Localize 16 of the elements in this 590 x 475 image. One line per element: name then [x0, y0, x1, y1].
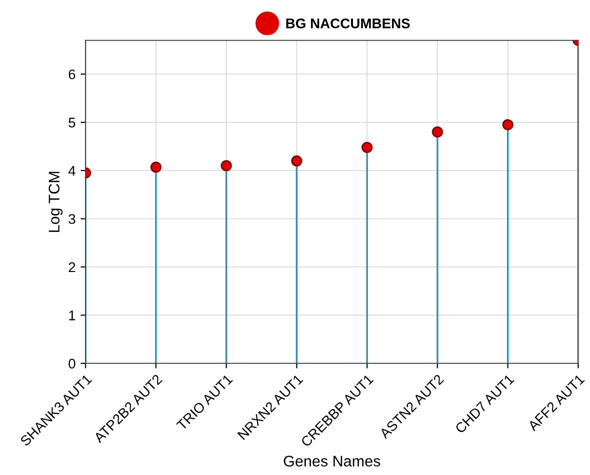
- y-tick-label: 3: [68, 214, 76, 224]
- x-axis-title: Genes Names: [284, 456, 380, 467]
- point: [220, 160, 232, 172]
- y-tick-label: 2: [68, 262, 76, 272]
- y-tick-label: 6: [68, 69, 76, 80]
- point: [432, 126, 443, 138]
- legend-label: BG NACCUMBENS: [286, 18, 410, 28]
- y-tick-label: 4: [68, 166, 76, 176]
- point: [502, 119, 514, 130]
- point: [362, 142, 373, 153]
- y-axis-title: Log TCM: [48, 172, 63, 232]
- y-tick-label: 0: [68, 358, 76, 369]
- point: [150, 162, 162, 173]
- y-tick-label: 5: [68, 118, 76, 128]
- y-tick-label: 1: [69, 310, 76, 320]
- point: [291, 155, 302, 166]
